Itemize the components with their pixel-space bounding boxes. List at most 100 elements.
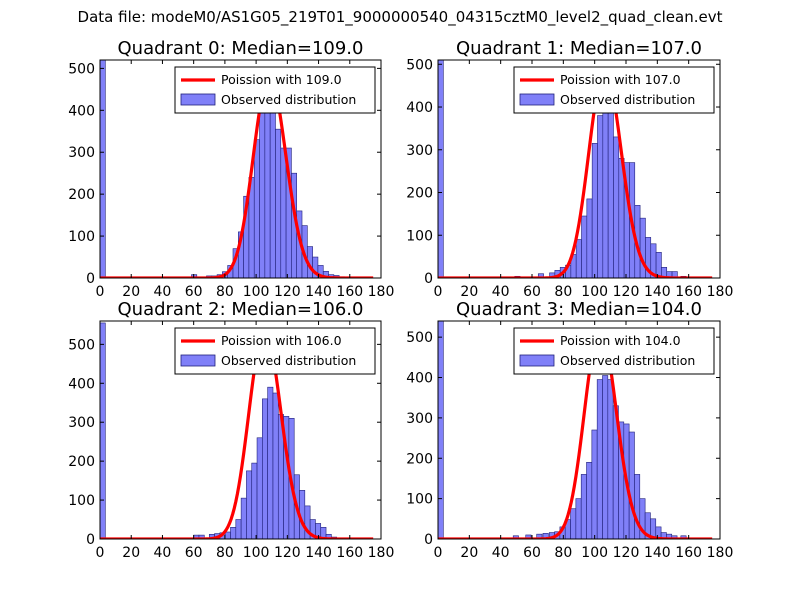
quadrant-2-xtick-label: 100 — [243, 545, 270, 561]
quadrant-0-xtick-label: 40 — [154, 284, 172, 300]
quadrant-3-xtick-label: 80 — [554, 545, 572, 561]
quadrant-1-bar — [639, 217, 646, 278]
quadrant-1-plot-area — [438, 60, 713, 278]
quadrant-3-plot-area — [438, 321, 713, 539]
quadrant-0-xtick-label: 0 — [96, 284, 105, 300]
quadrant-1-xtick-label: 140 — [644, 284, 671, 300]
quadrant-0-bar — [269, 101, 276, 278]
quadrant-2-chart: 0 20 40 60 80 100 120 140 160 1800100200300400500… — [68, 299, 394, 561]
quadrant-0-bar — [259, 110, 266, 278]
quadrant-0-legend-bar-label: Observed distribution — [221, 92, 356, 107]
quadrant-2-xtick-label: 0 — [96, 545, 105, 561]
quadrant-2-legend-line-label: Poission with 106.0 — [221, 333, 342, 348]
quadrant-0-bar — [100, 60, 106, 278]
quadrant-2-ytick-label: 200 — [68, 454, 95, 470]
quadrant-3-xtick-label: 140 — [644, 545, 671, 561]
quadrant-3-xtick-label: 100 — [581, 545, 608, 561]
quadrant-1-xtick-label: 80 — [554, 284, 572, 300]
quadrant-1-legend-bar-swatch — [519, 93, 555, 106]
quadrant-0-ytick-label: 400 — [68, 103, 95, 119]
quadrant-1-xtick-label: 20 — [460, 284, 478, 300]
quadrant-1-xtick-label: 180 — [707, 284, 734, 300]
quadrant-1-legend-bar-label: Observed distribution — [560, 92, 695, 107]
quadrant-0-xtick-label: 180 — [368, 284, 395, 300]
quadrant-2-xtick-label: 160 — [336, 545, 363, 561]
quadrant-1-ytick-label: 200 — [406, 186, 433, 202]
quadrant-1-bar — [607, 110, 614, 278]
quadrant-1-xtick-label: 60 — [523, 284, 541, 300]
quadrant-1-xtick-label: 100 — [581, 284, 608, 300]
quadrant-1-bar — [613, 136, 620, 278]
quadrant-3-bar — [607, 379, 614, 539]
quadrant-3-bar — [512, 535, 519, 539]
quadrant-2-ytick-label: 0 — [86, 532, 95, 548]
quadrant-0-ytick-label: 300 — [68, 145, 95, 161]
quadrant-1-xtick-label: 40 — [492, 284, 510, 300]
quadrant-1-bar — [537, 273, 544, 278]
quadrant-2-bar — [256, 437, 263, 539]
quadrant-3-ytick-label: 300 — [406, 411, 433, 427]
quadrant-3-xtick-label: 180 — [707, 545, 734, 561]
quadrant-0-xtick-label: 100 — [243, 284, 270, 300]
quadrant-2-xtick-label: 120 — [274, 545, 301, 561]
quadrant-2-bar — [100, 322, 106, 539]
quadrant-2-bar — [272, 392, 279, 539]
quadrant-2-bar — [230, 527, 237, 539]
quadrant-3-ytick-label: 400 — [406, 371, 433, 387]
quadrant-2-bar — [251, 462, 258, 539]
quadrant-2-axes-frame — [99, 320, 382, 540]
quadrant-2-bar — [235, 519, 242, 539]
quadrant-1-bar — [575, 239, 582, 278]
quadrant-3-bar — [602, 375, 609, 539]
quadrant-0-bar — [280, 147, 287, 278]
quadrant-2-legend-bar-swatch — [180, 354, 216, 367]
quadrant-2-ytick-label: 400 — [68, 376, 95, 392]
quadrant-3-bar — [580, 474, 587, 539]
quadrant-3-bar — [628, 431, 635, 539]
quadrant-0-poisson-line — [100, 75, 374, 278]
quadrant-2-bar — [246, 470, 253, 539]
quadrant-1-chart: 0 20 40 60 80 100 120 140 160 180 0 100 200 300 400 500… — [406, 38, 733, 300]
quadrant-3-bar — [634, 474, 641, 539]
quadrant-2-legend-bar-label: Observed distribution — [221, 353, 356, 368]
quadrant-3-bar — [586, 461, 593, 539]
quadrant-3-bar — [570, 508, 577, 539]
quadrant-2-xtick-label: 140 — [305, 545, 332, 561]
quadrant-1-xtick-label: 0 — [434, 284, 443, 300]
quadrant-2-xtick-label: 80 — [216, 545, 234, 561]
quadrant-3-legend-line-label: Poission with 104.0 — [560, 333, 681, 348]
quadrant-2-bar — [267, 386, 274, 539]
quadrant-1-bar — [438, 60, 444, 278]
quadrant-1-bar — [591, 143, 598, 278]
quadrant-1-xtick-label: 160 — [675, 284, 702, 300]
quadrant-0-xtick-label: 20 — [122, 284, 140, 300]
quadrant-3-bar — [438, 321, 444, 539]
quadrant-2-title: Quadrant 2: Median=106.0 — [118, 299, 364, 320]
quadrant-0-ytick-label: 200 — [68, 187, 95, 203]
quadrant-1-ytick-label: 0 — [424, 271, 433, 287]
quadrant-2-ytick-label: 100 — [68, 493, 95, 509]
quadrant-3-ytick-label: 100 — [406, 492, 433, 508]
quadrant-0-ytick-label: 100 — [68, 229, 95, 245]
quadrant-2-bar — [224, 531, 231, 539]
quadrant-1-ytick-label: 300 — [406, 143, 433, 159]
quadrant-2-bar — [240, 497, 247, 539]
quadrant-0-legend-bar-swatch — [180, 93, 216, 106]
quadrant-0-bar — [264, 86, 271, 278]
quadrant-3-xtick-label: 160 — [675, 545, 702, 561]
quadrant-3-bar — [591, 429, 598, 539]
quadrant-3-legend — [513, 327, 715, 375]
quadrant-2-bar — [262, 398, 268, 539]
quadrant-0-xtick-label: 120 — [274, 284, 301, 300]
quadrant-0-plot-area — [100, 60, 374, 278]
quadrant-1-xtick-label: 120 — [613, 284, 640, 300]
quadrant-0-xtick-label: 80 — [216, 284, 234, 300]
page-title: Data file: modeM0/AS1G05_219T01_90000005… — [77, 8, 723, 26]
quadrant-1-bar — [586, 198, 593, 278]
quadrant-0-legend-line-label: Poission with 109.0 — [221, 72, 342, 87]
quadrant-0-axes-frame — [99, 59, 382, 279]
quadrant-3-bar — [680, 535, 687, 539]
quadrant-1-legend-line-label: Poission with 107.0 — [560, 72, 681, 87]
quadrant-3-xtick-label: 60 — [523, 545, 541, 561]
